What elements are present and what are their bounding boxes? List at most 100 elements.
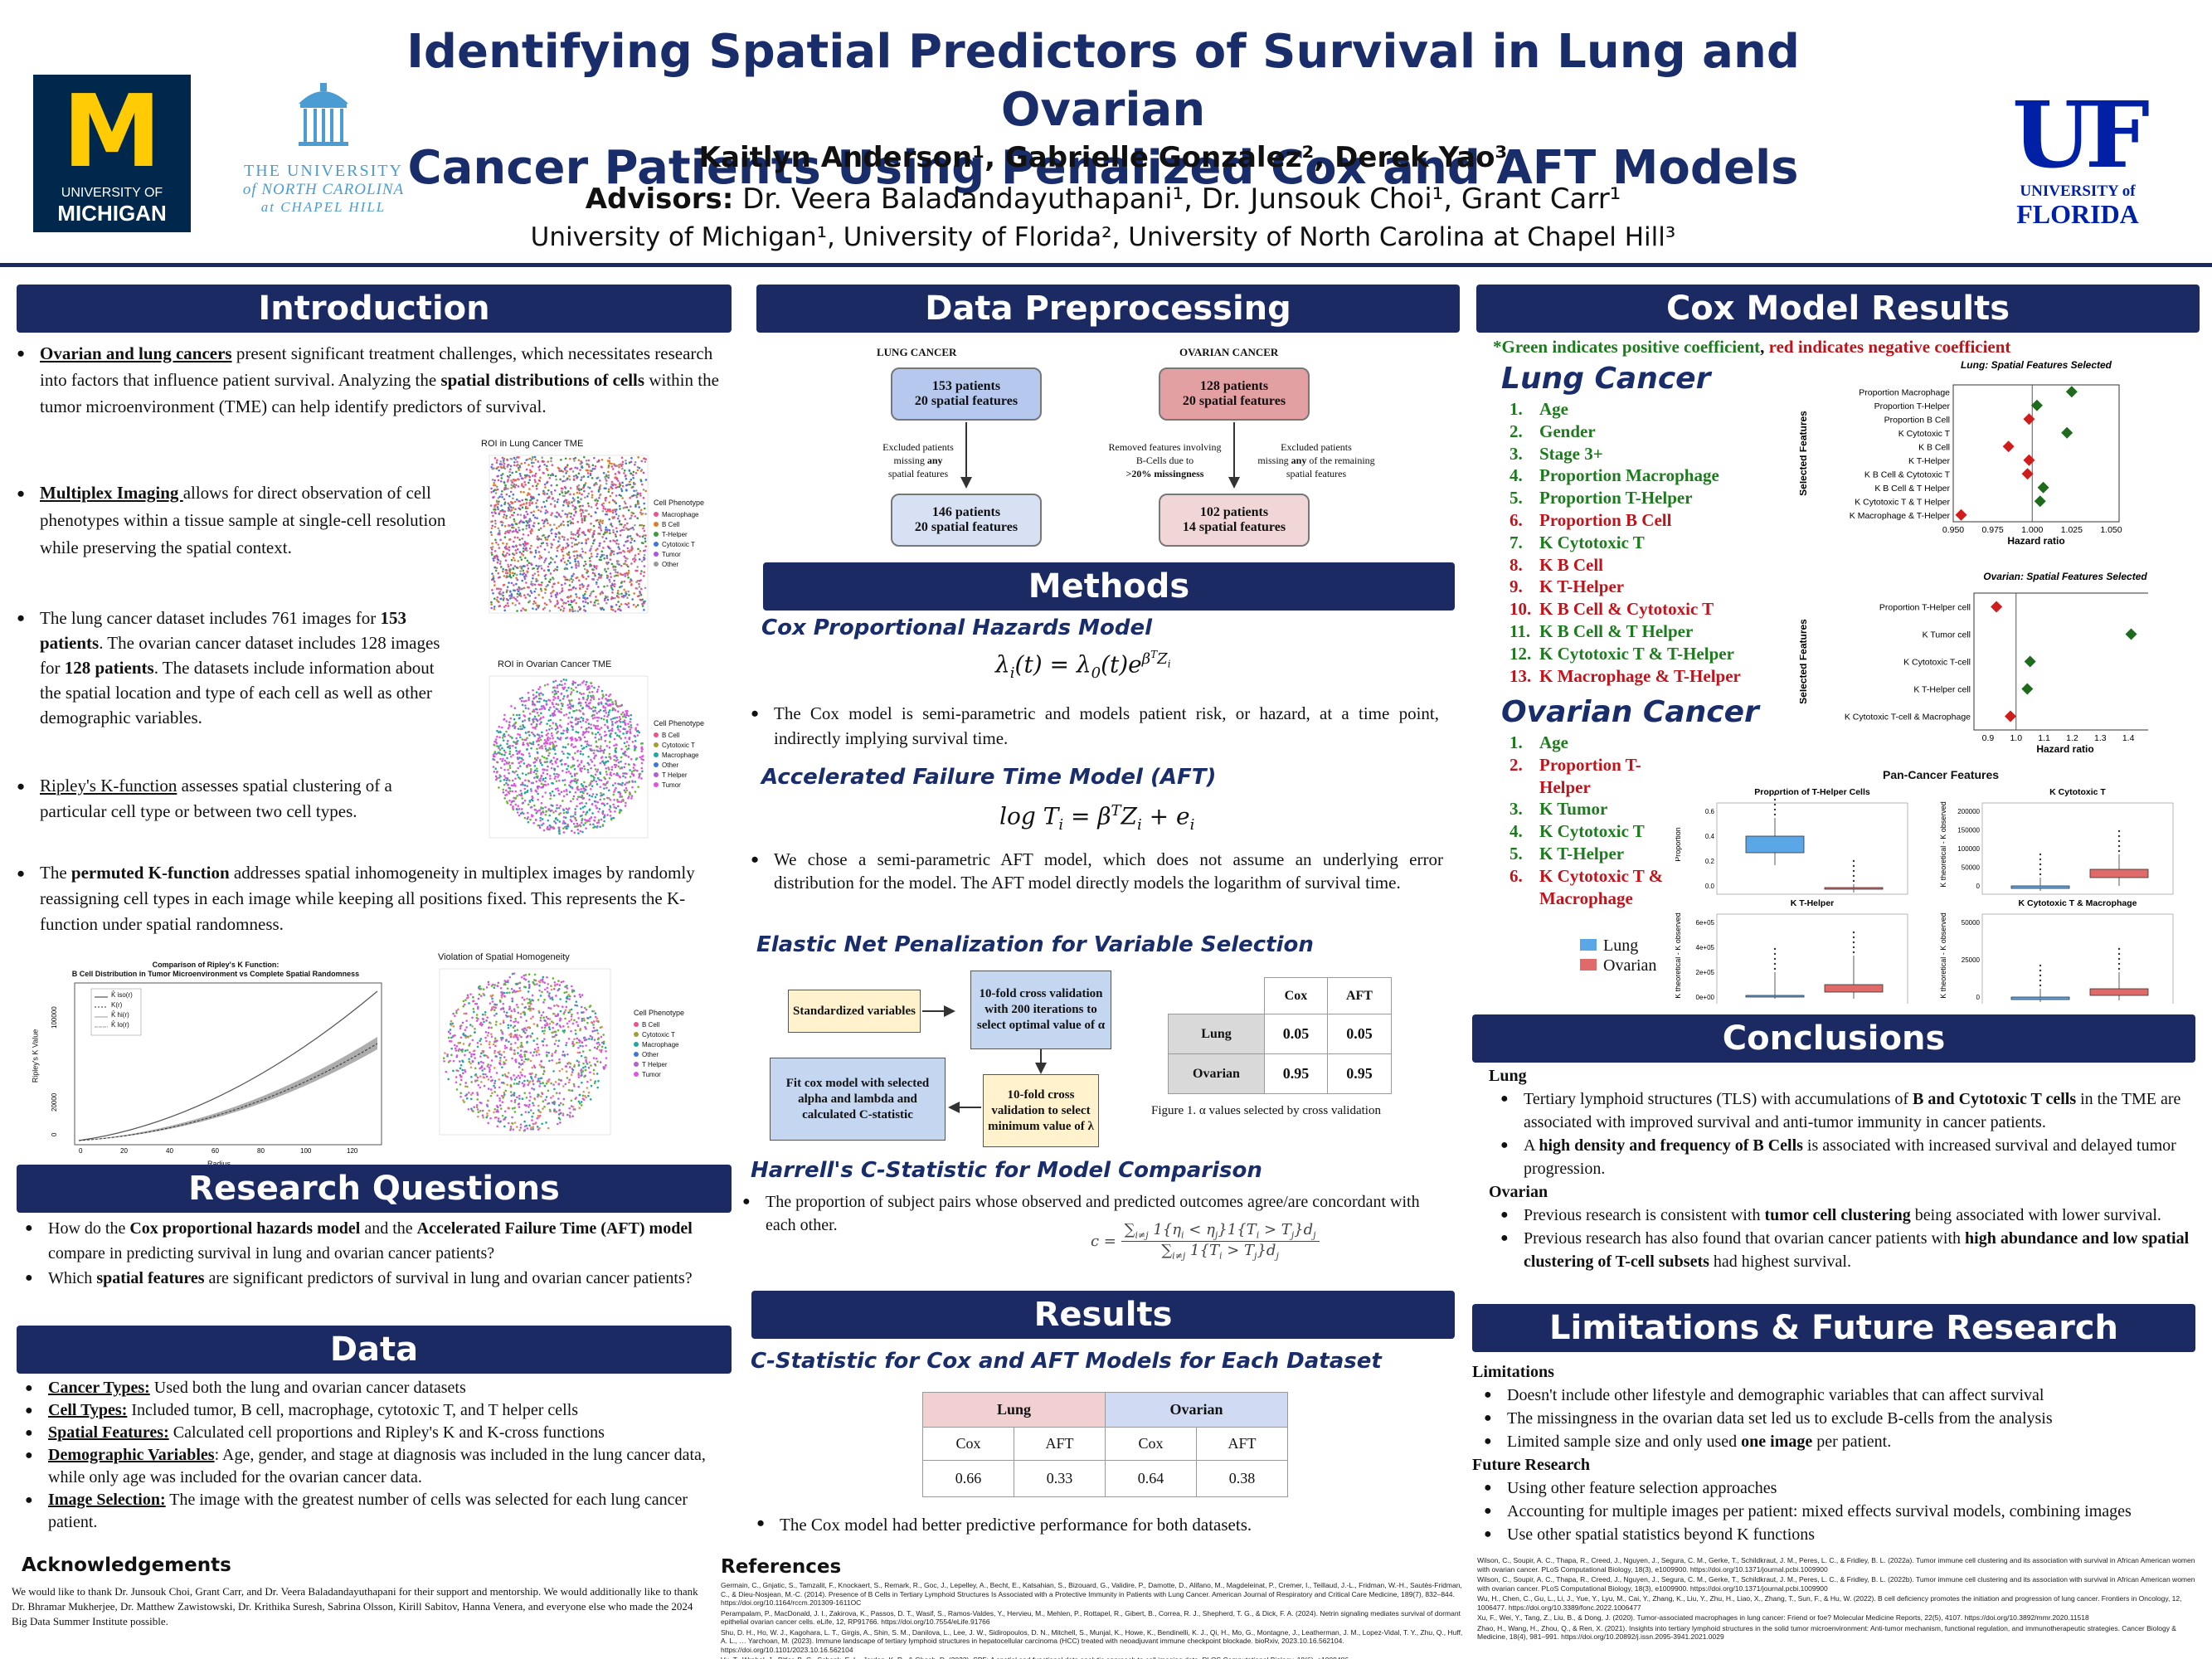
cell-point: [459, 1078, 463, 1082]
cell-point: [576, 576, 579, 579]
cell-point: [513, 479, 517, 482]
cell-point: [590, 774, 593, 777]
cell-point: [566, 1025, 570, 1029]
cell-point: [595, 567, 598, 570]
cell-point: [542, 608, 545, 611]
cell-point: [571, 1042, 574, 1045]
cell-point: [636, 566, 639, 568]
list-item: 1. Age: [1510, 399, 1568, 419]
cell-point: [493, 566, 496, 569]
cell-point: [508, 1008, 511, 1010]
tick-label: 0: [1976, 883, 1981, 890]
cell-point: [535, 725, 538, 727]
cell-point: [537, 593, 540, 596]
cell-point: [592, 1010, 596, 1013]
cell-point: [622, 515, 625, 518]
data-point: [2034, 495, 2046, 508]
cell-point: [615, 743, 618, 746]
tick-label: 25000: [1962, 956, 1981, 964]
cell-point: [498, 512, 501, 514]
cell-point: [573, 599, 576, 601]
cell-point: [518, 750, 520, 753]
cell-point: [519, 794, 523, 796]
cell-point: [452, 1012, 455, 1015]
cell-point: [496, 501, 498, 504]
cell-point: [466, 1048, 469, 1052]
cell-point: [469, 1062, 472, 1065]
cell-point: [581, 518, 584, 522]
cell-point: [537, 714, 540, 717]
cell-point: [523, 1079, 526, 1082]
cell-point: [627, 756, 630, 758]
cell-point: [595, 1057, 598, 1060]
cell-point: [527, 1106, 530, 1108]
cell-point: [527, 820, 530, 824]
cell-point: [596, 1047, 599, 1050]
cell-point: [515, 566, 518, 569]
cell-point: [539, 476, 542, 479]
cell-point: [500, 1039, 503, 1041]
cell-point: [518, 757, 521, 759]
cell-point: [497, 577, 500, 579]
cell-point: [625, 713, 629, 717]
cell-point: [476, 1098, 479, 1101]
cell-point: [542, 771, 545, 775]
cell-point: [504, 1089, 508, 1092]
cell-point: [596, 690, 599, 693]
cell-point: [628, 737, 630, 739]
cell-point: [466, 1085, 469, 1088]
cell-point: [588, 820, 591, 823]
cell-point: [495, 467, 498, 470]
cell-point: [535, 577, 537, 581]
cell-point: [566, 501, 568, 504]
cell-point: [545, 499, 548, 502]
cell-point: [591, 761, 594, 763]
cell-point: [520, 1044, 523, 1047]
cell-point: [502, 757, 504, 761]
cell-point: [591, 717, 595, 720]
cell-point: [579, 807, 582, 810]
cell-point: [550, 457, 552, 460]
cell-point: [596, 555, 598, 558]
cell-point: [526, 571, 529, 574]
cell-point: [591, 795, 594, 798]
cell-point: [593, 1039, 596, 1041]
cell-point: [502, 510, 505, 513]
cell-point: [636, 469, 639, 472]
cell-point: [609, 757, 612, 760]
cell-point: [605, 497, 607, 499]
cell-point: [557, 606, 561, 609]
cell-point: [518, 698, 522, 700]
lung-bottom-box: 146 patients 20 spatial features: [891, 494, 1042, 547]
cell-point: [574, 538, 577, 542]
table-row: Ovarian 0.95 0.95: [1168, 1053, 1393, 1094]
cell-point: [640, 523, 644, 527]
cell-point: [567, 699, 571, 702]
cell-point: [591, 572, 595, 575]
cell-point: [570, 1015, 573, 1018]
ovarian-top-box: 128 patients 20 spatial features: [1159, 367, 1310, 421]
cell-point: [569, 609, 572, 611]
cell-point: [614, 540, 616, 542]
cell-point: [560, 693, 563, 695]
cell-point: [597, 702, 600, 705]
cell-point: [479, 1086, 482, 1089]
cell-point: [568, 706, 571, 708]
cell-point: [624, 506, 627, 508]
affiliations: University of Michigan¹, University of F…: [530, 222, 1676, 252]
ripley-k-figure: Comparison of Ripley's K Function: B Cel…: [31, 961, 390, 1172]
cell-point: [523, 762, 526, 765]
rq-heading: Research Questions: [17, 1165, 732, 1213]
cell-point: [450, 1040, 453, 1043]
cell-point: [619, 533, 622, 537]
cell-point: [543, 756, 546, 759]
cell-point: [574, 810, 576, 814]
cell-point: [552, 577, 555, 581]
cell-point: [499, 731, 502, 733]
cell-point: [484, 1010, 487, 1014]
cell-point: [508, 724, 511, 727]
cell-point: [605, 554, 609, 557]
cell-point: [495, 1003, 498, 1006]
cell-point: [550, 591, 552, 595]
cell-point: [455, 1081, 458, 1084]
